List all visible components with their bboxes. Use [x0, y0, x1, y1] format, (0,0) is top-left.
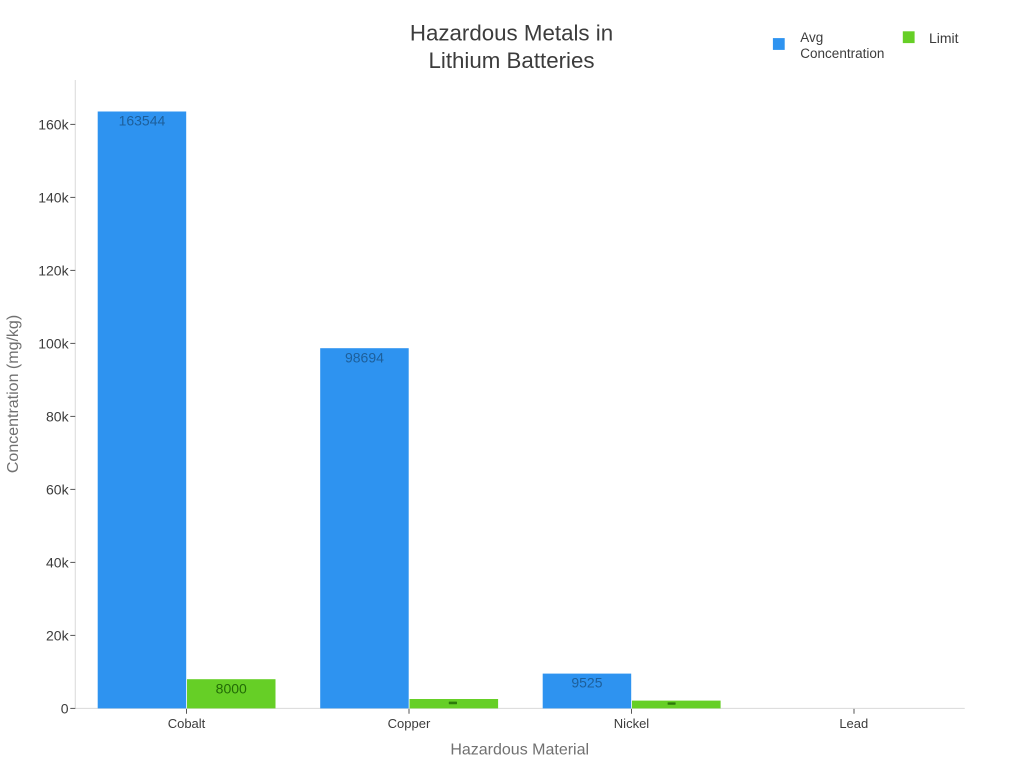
svg-text:98694: 98694 [345, 349, 384, 365]
svg-text:60k: 60k [46, 481, 70, 497]
svg-text:Nickel: Nickel [614, 716, 650, 731]
svg-text:140k: 140k [38, 189, 69, 205]
svg-text:Hazardous Material: Hazardous Material [450, 742, 589, 759]
svg-text:163544: 163544 [119, 112, 166, 128]
svg-text:Cobalt: Cobalt [168, 716, 206, 731]
svg-text:Lead: Lead [839, 716, 868, 731]
svg-text:80k: 80k [46, 408, 70, 424]
svg-text:40k: 40k [46, 554, 70, 570]
svg-text:100k: 100k [38, 335, 69, 351]
svg-text:Lithium Batteries: Lithium Batteries [428, 48, 594, 73]
svg-text:Avg: Avg [800, 30, 823, 45]
svg-text:20k: 20k [46, 627, 70, 643]
svg-text:160k: 160k [38, 116, 69, 132]
svg-text:0: 0 [61, 700, 69, 716]
svg-text:9525: 9525 [571, 674, 602, 690]
svg-text:Copper: Copper [388, 716, 431, 731]
svg-text:8000: 8000 [216, 680, 247, 696]
svg-text:120k: 120k [38, 262, 69, 278]
svg-text:Hazardous Metals in: Hazardous Metals in [410, 21, 613, 46]
svg-text:Concentration (mg/kg): Concentration (mg/kg) [5, 315, 22, 473]
svg-text:Limit: Limit [929, 30, 959, 46]
svg-text:Concentration: Concentration [800, 46, 884, 61]
